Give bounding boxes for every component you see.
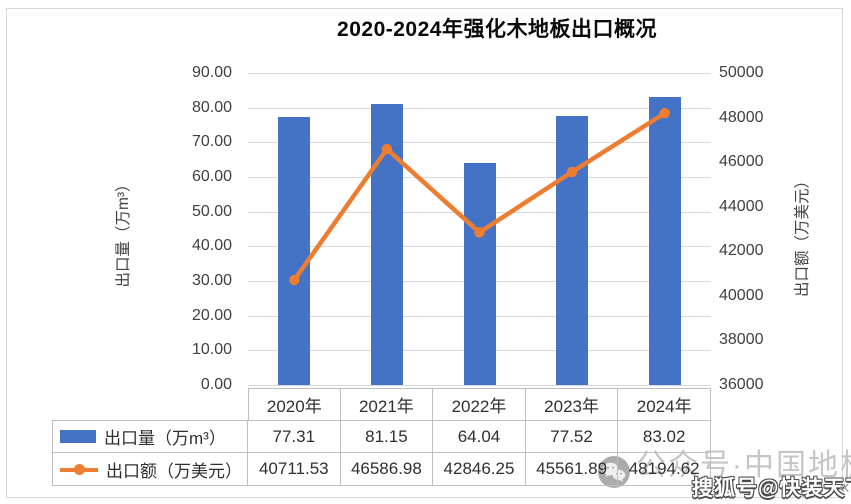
- left-axis-tick-label: 50.00: [191, 202, 232, 220]
- export-volume-value-cell: 83.02: [618, 420, 711, 452]
- chart-frame: [6, 8, 843, 498]
- left-axis-tick-label: 20.00: [191, 306, 232, 324]
- category-cell: 2021年: [340, 388, 434, 420]
- left-axis-tick-label: 80.00: [191, 98, 232, 116]
- left-axis-tick-labels: 90.00 80.00 70.00 60.00 50.00 40.00 30.00 20.00…: [150, 0, 232, 504]
- watermark-wechat-account: 公众号·中国地板: [636, 449, 851, 482]
- right-axis-tick-label: 42000: [719, 242, 764, 260]
- right-axis-tick-label: 48000: [719, 108, 764, 126]
- bar-2020年: [278, 116, 311, 385]
- chart-title: 2020-2024年强化木地板出口概况: [337, 18, 657, 41]
- wechat-icon: [598, 456, 630, 488]
- bar-2023年: [556, 116, 589, 385]
- left-axis-title: 出口量（万m³）: [115, 176, 132, 288]
- data-point-2023年: [566, 166, 578, 178]
- left-axis-tick-label: 30.00: [191, 272, 232, 289]
- legend-item-export-volume: 出口量（万m³）: [52, 420, 248, 452]
- chevron-left-icon: «: [839, 477, 850, 498]
- gridline: [248, 385, 711, 386]
- left-axis-tick-label: 0.00: [200, 376, 232, 393]
- export-volume-row: 出口量（万m³） 77.31 81.15 64.04 77.52 83.02: [52, 420, 711, 452]
- right-axis-tick-label: 50000: [719, 64, 764, 81]
- right-axis-tick-label: 36000: [719, 376, 764, 393]
- right-axis-title: 出口额（万美元）: [794, 172, 811, 298]
- gridline: [248, 107, 711, 109]
- category-cell: 2022年: [433, 388, 526, 420]
- export-volume-value-cell: 77.52: [525, 420, 619, 452]
- right-axis-tick-label: 46000: [719, 153, 764, 171]
- category-cell: 2024年: [618, 388, 711, 420]
- legend-label-export-volume: 出口量（万m³）: [104, 429, 226, 448]
- data-point-2022年: [474, 227, 485, 238]
- gridline: [248, 73, 711, 74]
- right-axis-tick-labels: 50000 48000 46000 44000 42000 40000 38000 36000: [719, 0, 794, 504]
- export-value-value-cell: 40711.53: [248, 452, 341, 486]
- plot-area: [248, 73, 711, 386]
- legend-label-export-value: 出口额（万美元）: [106, 461, 242, 481]
- bar-series-swatch: [60, 430, 96, 443]
- export-value-value-cell: 48194.62: [618, 452, 711, 486]
- category-cell: 2020年: [248, 388, 341, 420]
- right-axis-tick-label: 38000: [719, 331, 764, 349]
- data-point-2024年: [659, 108, 670, 119]
- bar-2024年: [648, 97, 681, 385]
- export-value-value-cell: 42846.25: [433, 452, 526, 486]
- export-volume-value-cell: 77.31: [248, 420, 341, 452]
- line-path: [292, 111, 666, 282]
- watermark-sohu-account: 搜狐号@快装天下: [692, 477, 851, 500]
- export-volume-value-cell: 81.15: [340, 420, 434, 452]
- data-table: 2020年 2021年 2022年 2023年 2024年 出口量（万m³） 77.31…: [52, 388, 711, 486]
- export-value-value-cell: 45561.89: [525, 452, 619, 486]
- export-value-value-cell: 46586.98: [340, 452, 434, 486]
- left-axis-tick-label: 10.00: [191, 341, 232, 359]
- right-axis-tick-label: 44000: [719, 197, 764, 215]
- data-point-2021年: [381, 143, 393, 155]
- left-axis-tick-label: 70.00: [191, 133, 232, 151]
- export-value-row: 出口额（万美元） 40711.53 46586.98 42846.25 45561.8…: [52, 452, 711, 486]
- legend-item-export-value: 出口额（万美元）: [52, 452, 248, 486]
- export-volume-value-cell: 64.04: [433, 420, 526, 452]
- category-cell: 2023年: [525, 388, 619, 420]
- bar-2022年: [463, 162, 496, 385]
- line-series: [289, 108, 670, 286]
- data-point-2020年: [289, 274, 300, 286]
- table-corner-cell: [52, 388, 248, 420]
- gridline: [248, 142, 711, 144]
- right-axis-tick-label: 40000: [719, 286, 764, 304]
- left-axis-tick-label: 60.00: [191, 168, 232, 185]
- left-axis-tick-label: 90.00: [191, 64, 232, 81]
- line-swatch-marker: [74, 463, 85, 475]
- category-row: 2020年 2021年 2022年 2023年 2024年: [52, 388, 711, 420]
- line-series-swatch: [60, 463, 98, 476]
- left-axis-tick-label: 40.00: [191, 237, 232, 255]
